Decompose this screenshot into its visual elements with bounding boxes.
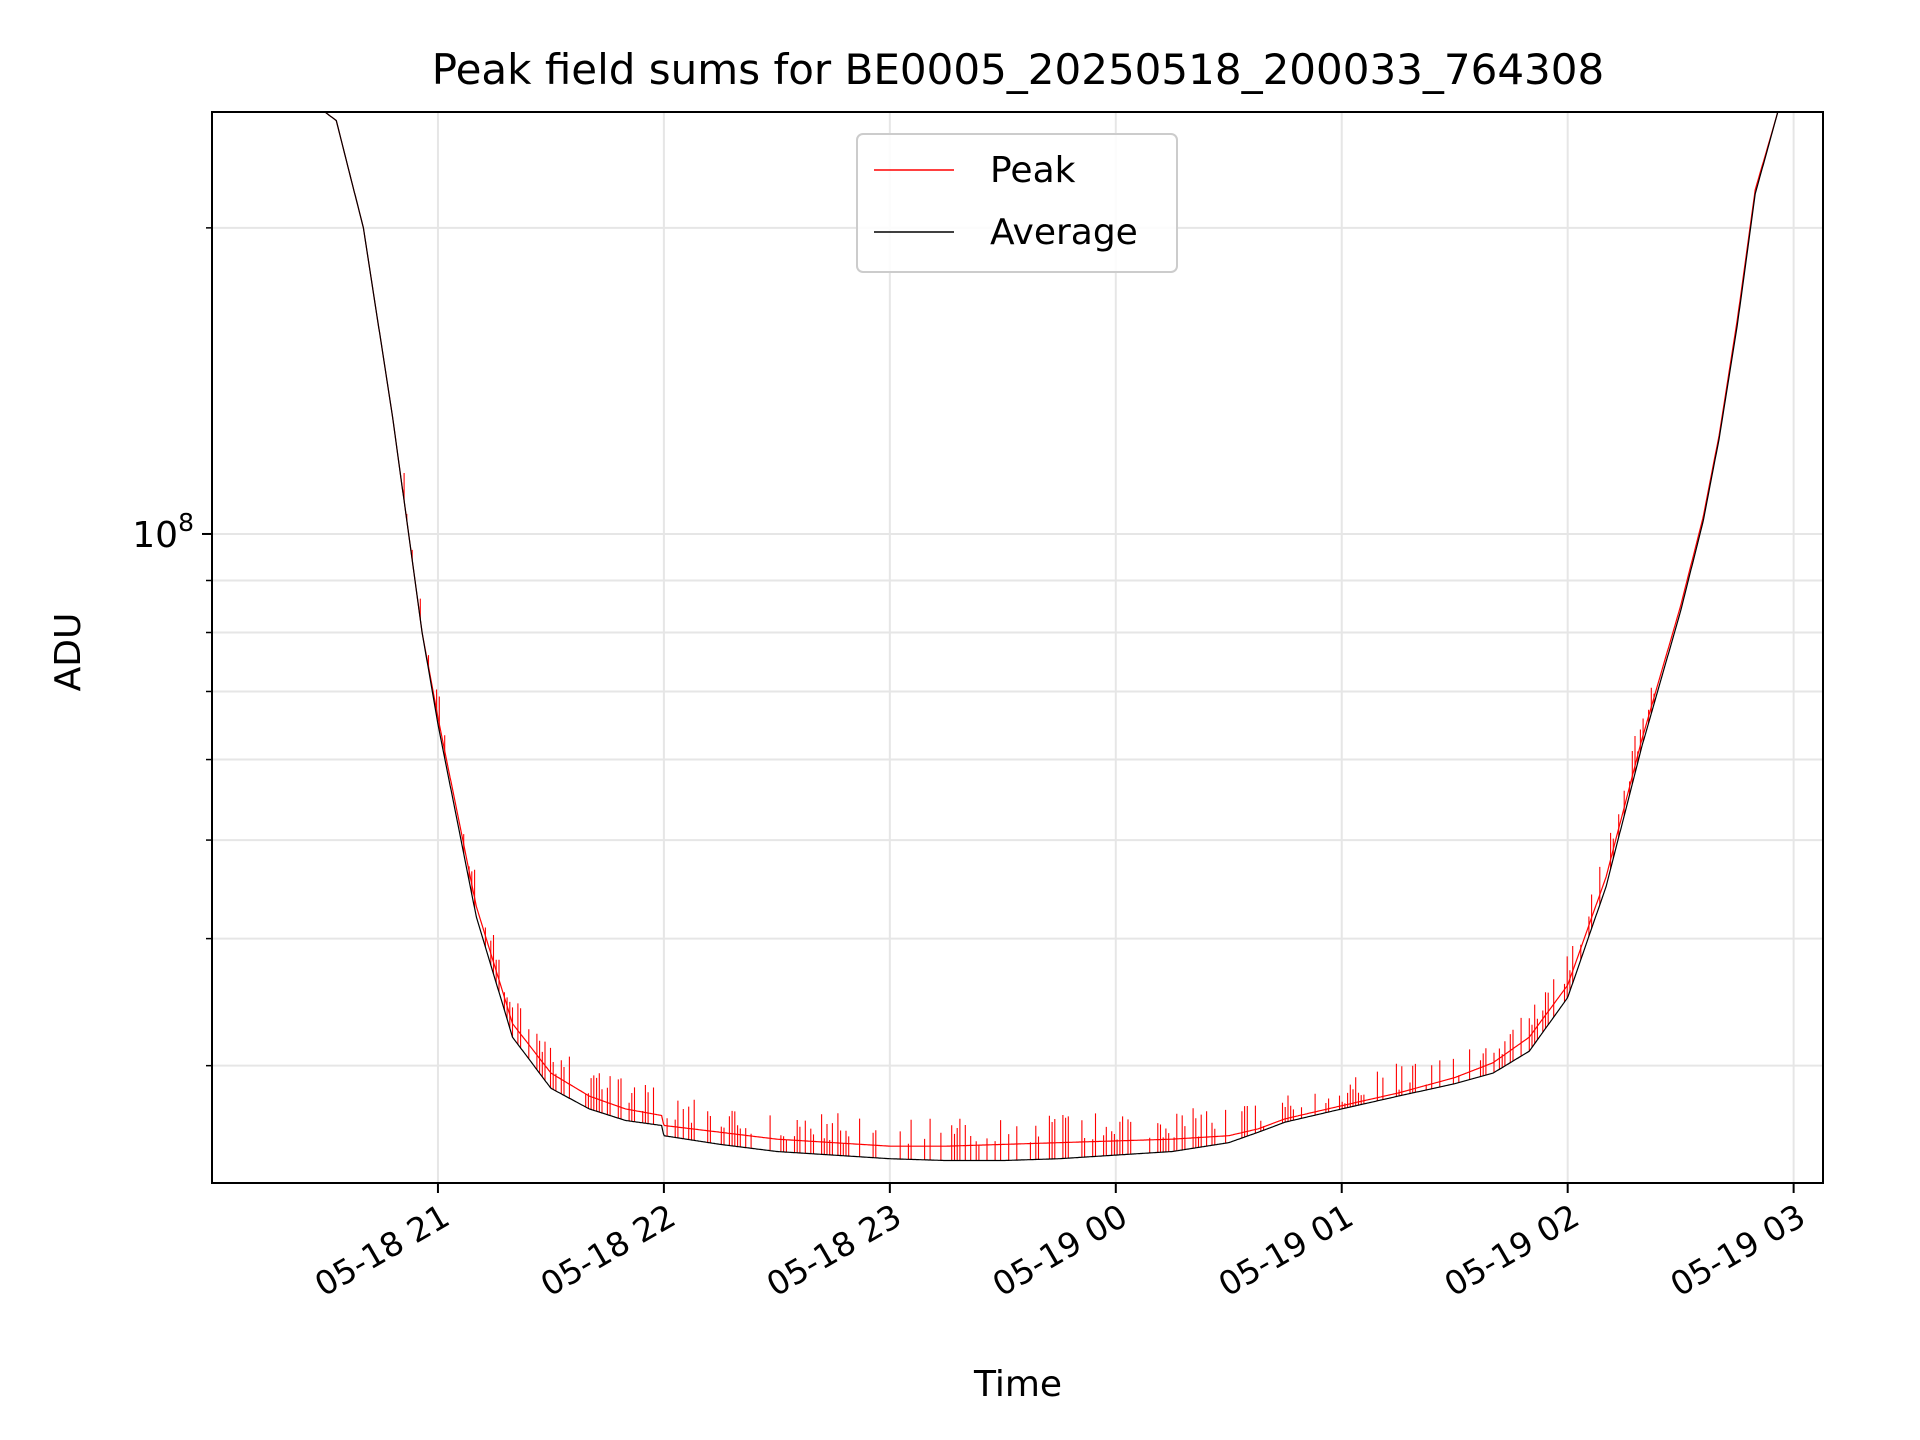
series-spikes-peak — [403, 473, 1655, 1161]
x-axis-label: Time — [973, 1364, 1062, 1405]
grid — [212, 112, 1823, 1183]
legend-label-peak: Peak — [990, 150, 1076, 191]
series-line-average — [223, 111, 1794, 1162]
legend-label-average: Average — [990, 212, 1138, 253]
y-axis-label: ADU — [48, 613, 89, 692]
series-layer — [223, 111, 1794, 1162]
y-tick-label: 108 — [132, 508, 194, 556]
legend-box — [856, 133, 1178, 273]
plot-area-frame — [211, 111, 1824, 1184]
legend: Peak Average — [856, 133, 1178, 273]
chart-title: Peak field sums for BE0005_20250518_2000… — [432, 45, 1604, 94]
